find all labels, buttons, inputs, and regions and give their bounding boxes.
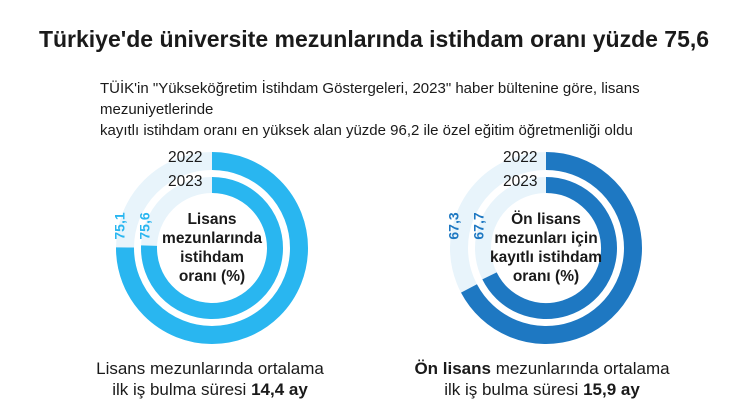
left-center-label: Lisans mezunlarında istihdam oranı (%) <box>150 210 274 286</box>
left-footer-line-2: ilk iş bulma süresi 14,4 ay <box>60 379 360 400</box>
left-center-line-1: Lisans <box>187 211 237 228</box>
left-center-line-3: istihdam <box>180 249 244 266</box>
left-value-2022: 75,1 <box>111 212 128 240</box>
right-year-2022: 2022 <box>503 149 538 166</box>
page-title: Türkiye'de üniversite mezunlarında istih… <box>38 26 710 52</box>
left-footer-prefix: ilk iş bulma süresi <box>112 380 252 399</box>
right-footer-prefix: ilk iş bulma süresi <box>444 380 584 399</box>
right-center-line-2: mezunları için <box>494 230 598 247</box>
left-center-line-4: oranı (%) <box>178 268 246 285</box>
subtitle-line-2: kayıtlı istihdam oranı en yüksek alan yü… <box>100 122 633 139</box>
left-year-2023: 2023 <box>168 173 203 190</box>
subtitle: TÜİK'in "Yükseköğretim İstihdam Gösterge… <box>100 78 660 141</box>
left-center-line-2: mezunlarında <box>162 230 262 247</box>
right-ring-bar-2023 <box>482 177 617 319</box>
right-value-2022: 67,3 <box>445 212 462 240</box>
right-footer-line-2: ilk iş bulma süresi 15,9 ay <box>392 379 692 400</box>
left-year-2022: 2022 <box>168 149 203 166</box>
right-year-2023: 2023 <box>503 173 538 190</box>
left-ring-bar-2022 <box>115 152 308 344</box>
left-ring-bar-2023 <box>141 177 283 319</box>
right-center-line-3: kayıtlı istihdam <box>490 249 602 266</box>
right-footer: Ön lisans mezunlarında ortalama ilk iş b… <box>392 358 692 400</box>
right-footer-line-1: Ön lisans mezunlarında ortalama <box>392 358 692 379</box>
right-center-line-1: Ön lisans <box>511 211 581 228</box>
right-footer-rest: mezunlarında ortalama <box>490 359 670 378</box>
left-footer-duration: 14,4 ay <box>251 380 308 399</box>
left-footer: Lisans mezunlarında ortalama ilk iş bulm… <box>60 358 360 400</box>
right-center-line-4: oranı (%) <box>512 268 580 285</box>
left-footer-line-1: Lisans mezunlarında ortalama <box>96 359 324 378</box>
right-ring-bar-2022 <box>461 152 642 344</box>
right-footer-duration: 15,9 ay <box>583 380 640 399</box>
subtitle-line-1: TÜİK'in "Yükseköğretim İstihdam Gösterge… <box>100 80 640 118</box>
right-center-label: Ön lisans mezunları için kayıtlı istihda… <box>478 210 614 286</box>
right-footer-bold: Ön lisans <box>414 359 491 378</box>
